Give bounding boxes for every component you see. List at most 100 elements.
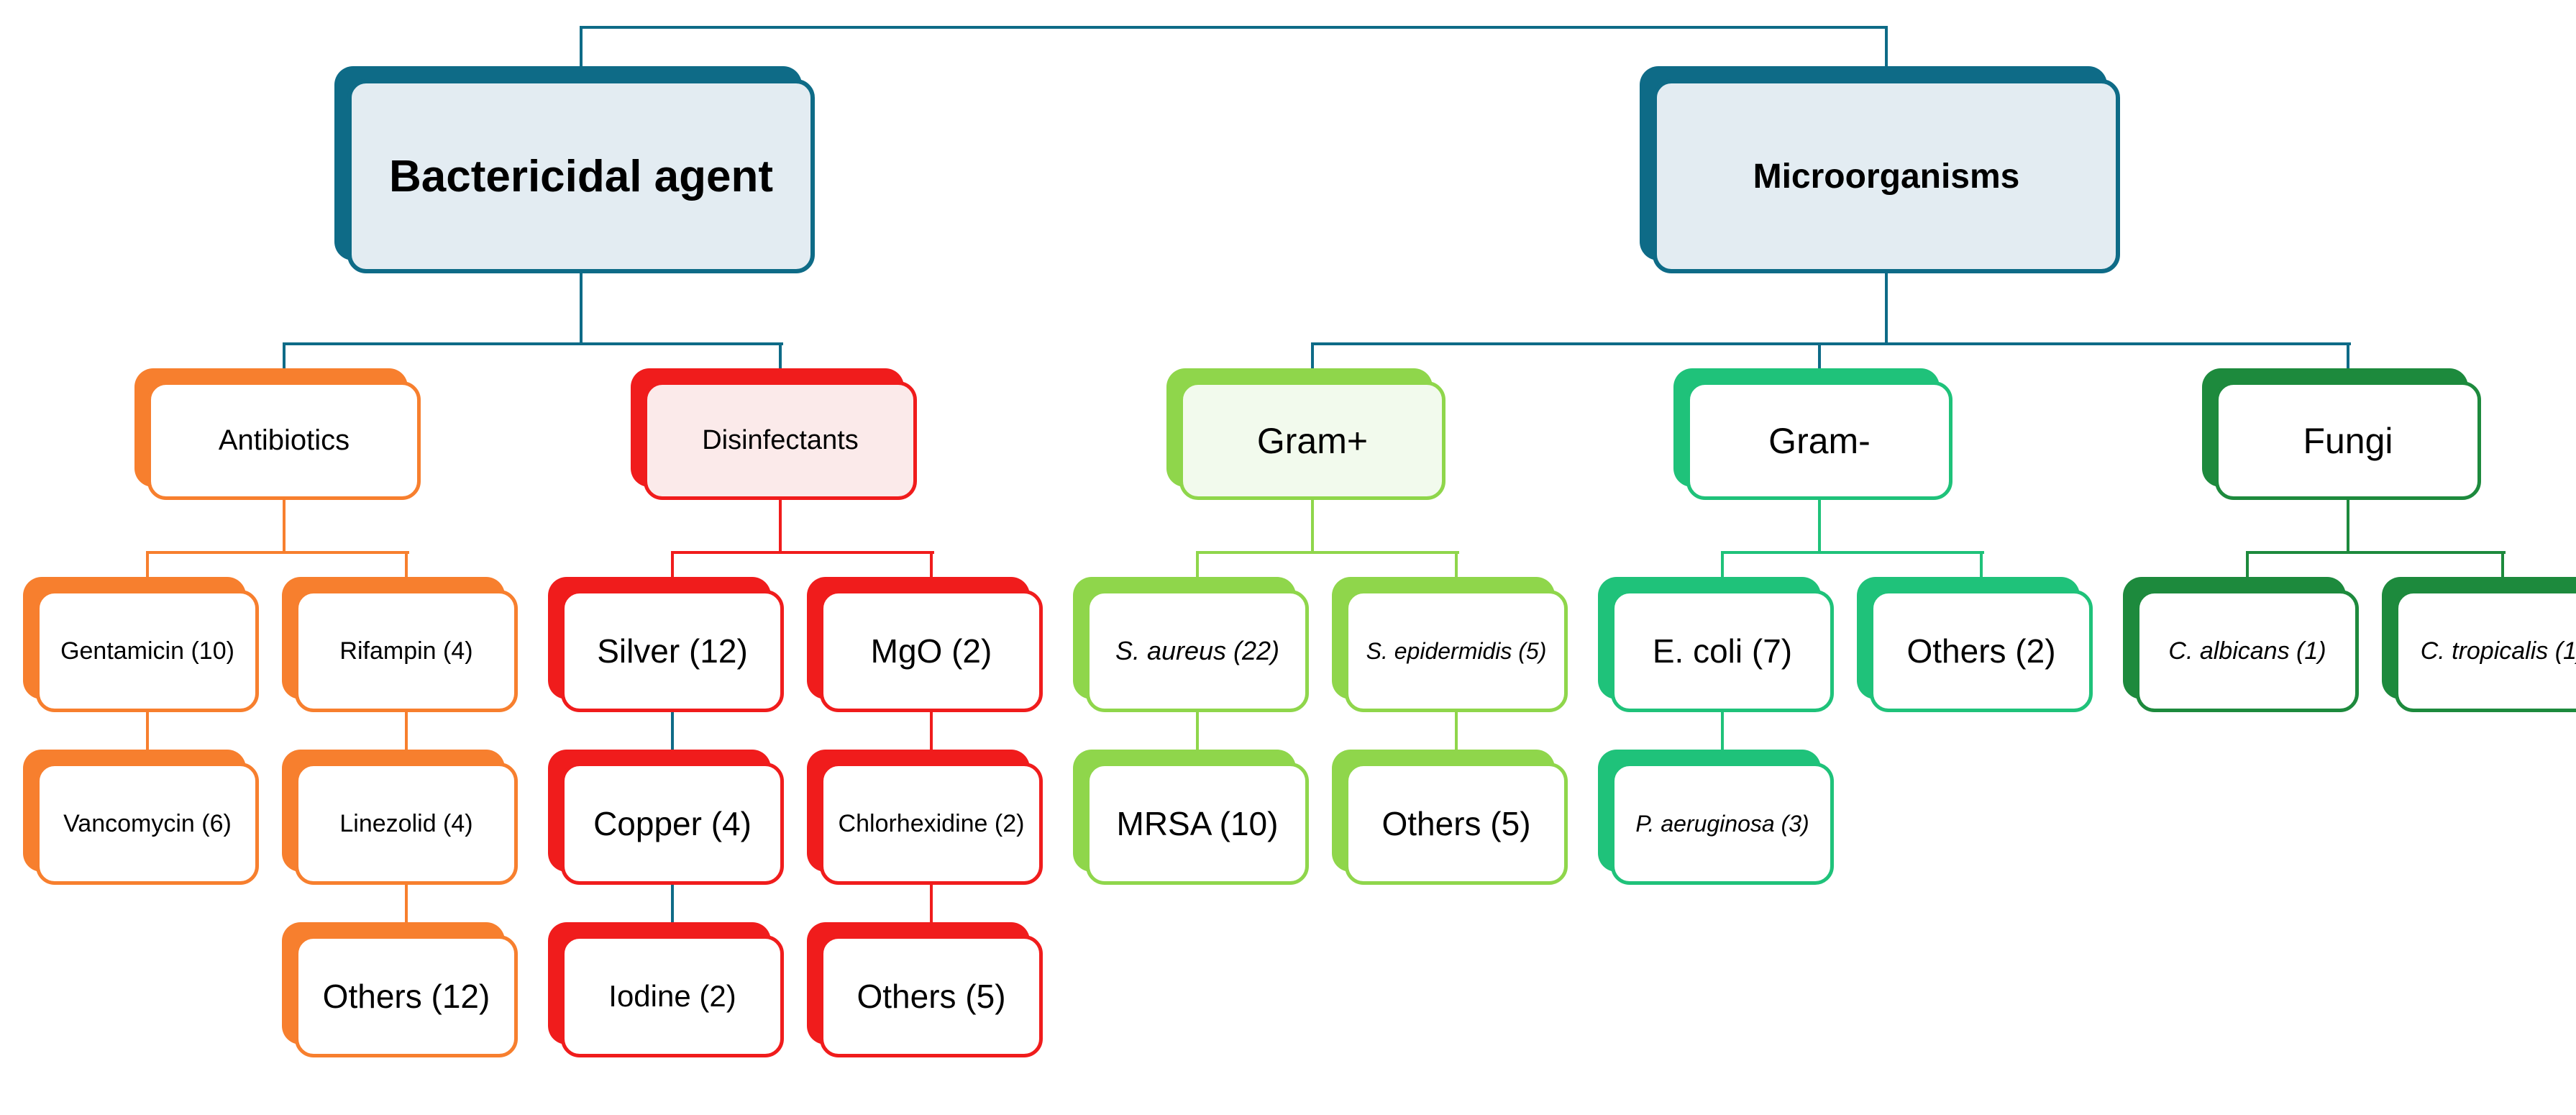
node-label: Gram- — [1768, 420, 1871, 462]
node-face: Microorganisms — [1653, 79, 2120, 273]
node-label: Linezolid (4) — [339, 810, 472, 838]
edge — [1818, 342, 1821, 368]
node-label: Fungi — [2303, 420, 2393, 462]
node-copper: Copper (4) — [561, 763, 784, 885]
edge — [1311, 342, 1314, 368]
edge — [1721, 712, 1724, 750]
node-ctropi: C. tropicalis (1) — [2395, 590, 2576, 712]
node-root-micro: Microorganisms — [1653, 79, 2120, 273]
node-face: Disinfectants — [644, 381, 917, 500]
node-label: Chlorhexidine (2) — [839, 810, 1025, 838]
edge — [283, 500, 286, 551]
node-label: MRSA (10) — [1117, 804, 1279, 843]
node-face: C. albicans (1) — [2136, 590, 2359, 712]
edge — [146, 712, 149, 750]
edge — [147, 551, 409, 554]
node-label: Microorganisms — [1753, 157, 2020, 196]
node-root-bac: Bactericidal agent — [347, 79, 815, 273]
node-chlor: Chlorhexidine (2) — [820, 763, 1043, 885]
node-face: Copper (4) — [561, 763, 784, 885]
node-rifam: Rifampin (4) — [295, 590, 518, 712]
node-face: Antibiotics — [147, 381, 421, 500]
node-paeru: P. aeruginosa (3) — [1611, 763, 1834, 885]
edge — [930, 712, 933, 750]
node-label: Others (12) — [323, 977, 490, 1016]
node-face: Others (5) — [1345, 763, 1568, 885]
node-gp-other: Others (5) — [1345, 763, 1568, 885]
edge — [1722, 551, 1984, 554]
edge — [1885, 273, 1888, 342]
node-label: Others (2) — [1906, 632, 2055, 670]
node-mrsa: MRSA (10) — [1086, 763, 1309, 885]
edge — [2347, 342, 2349, 368]
node-label: Rifampin (4) — [339, 637, 472, 665]
node-face: MRSA (10) — [1086, 763, 1309, 885]
node-gn-other: Others (2) — [1870, 590, 2093, 712]
node-face: Linezolid (4) — [295, 763, 518, 885]
node-mgo: MgO (2) — [820, 590, 1043, 712]
node-label: E. coli (7) — [1653, 632, 1792, 670]
edge — [671, 885, 674, 922]
node-genta: Gentamicin (10) — [36, 590, 259, 712]
node-face: Others (12) — [295, 935, 518, 1057]
edge — [284, 342, 783, 345]
node-silver: Silver (12) — [561, 590, 784, 712]
edge — [1885, 26, 1888, 66]
node-face: Fungi — [2215, 381, 2481, 500]
edge — [671, 551, 674, 577]
node-face: Bactericidal agent — [347, 79, 815, 273]
node-label: Antibiotics — [219, 424, 350, 457]
node-dis-other: Others (5) — [820, 935, 1043, 1057]
node-face: MgO (2) — [820, 590, 1043, 712]
edge — [1311, 500, 1314, 551]
node-face: E. coli (7) — [1611, 590, 1834, 712]
node-label: Gram+ — [1257, 420, 1368, 462]
edge — [2247, 551, 2506, 554]
node-label: Others (5) — [1381, 804, 1530, 843]
edge — [1721, 551, 1724, 577]
edge — [1455, 551, 1458, 577]
edge — [672, 551, 934, 554]
edge — [1980, 551, 1983, 577]
edge — [2246, 551, 2249, 577]
node-label: Vancomycin (6) — [63, 810, 232, 838]
node-face: Others (5) — [820, 935, 1043, 1057]
node-antibiotics: Antibiotics — [147, 381, 421, 500]
node-face: Others (2) — [1870, 590, 2093, 712]
node-face: Silver (12) — [561, 590, 784, 712]
node-label: MgO (2) — [871, 632, 992, 670]
edge — [405, 551, 408, 577]
node-calbic: C. albicans (1) — [2136, 590, 2359, 712]
hierarchy-diagram: Bactericidal agent Microorganisms Antibiot… — [0, 0, 2576, 1115]
node-vanco: Vancomycin (6) — [36, 763, 259, 885]
edge — [2501, 551, 2504, 577]
node-label: Silver (12) — [597, 632, 748, 670]
edge — [1312, 342, 2351, 345]
node-gramplus: Gram+ — [1179, 381, 1445, 500]
edge — [930, 885, 933, 922]
node-label: Disinfectants — [702, 425, 859, 456]
node-face: C. tropicalis (1) — [2395, 590, 2576, 712]
edge — [1455, 712, 1458, 750]
node-sepid: S. epidermidis (5) — [1345, 590, 1568, 712]
node-gramminus: Gram- — [1686, 381, 1952, 500]
edge — [2347, 500, 2349, 551]
edge — [580, 273, 583, 342]
node-label: S. aureus (22) — [1115, 636, 1279, 666]
node-face: Chlorhexidine (2) — [820, 763, 1043, 885]
edge — [779, 500, 782, 551]
node-label: Gentamicin (10) — [60, 637, 234, 665]
edge — [405, 885, 408, 922]
node-saureus: S. aureus (22) — [1086, 590, 1309, 712]
node-face: Iodine (2) — [561, 935, 784, 1057]
node-label: P. aeruginosa (3) — [1635, 811, 1809, 837]
node-face: Vancomycin (6) — [36, 763, 259, 885]
node-face: S. aureus (22) — [1086, 590, 1309, 712]
edge — [580, 26, 583, 66]
edge — [1196, 712, 1199, 750]
node-fungi: Fungi — [2215, 381, 2481, 500]
node-face: Gentamicin (10) — [36, 590, 259, 712]
edge — [283, 342, 286, 368]
edge — [581, 26, 1886, 29]
node-face: S. epidermidis (5) — [1345, 590, 1568, 712]
